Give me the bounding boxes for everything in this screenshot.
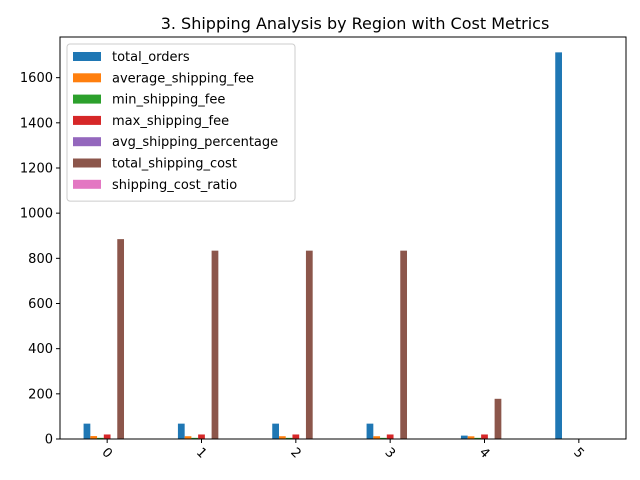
bar-total_shipping_cost-1 bbox=[211, 250, 219, 439]
plot-frame bbox=[59, 36, 627, 440]
bar-total_orders-2 bbox=[272, 423, 279, 439]
bar-total_shipping_cost-2 bbox=[305, 250, 313, 439]
y-tick-label: 1000 bbox=[20, 207, 53, 222]
bar-average_shipping_fee-4 bbox=[467, 436, 475, 439]
x-tick-label: 3 bbox=[382, 445, 398, 461]
bar-min_shipping_fee-1 bbox=[191, 437, 199, 439]
y-tick-label: 1200 bbox=[20, 161, 53, 176]
legend-swatch-max_shipping_fee bbox=[73, 115, 101, 125]
legend-swatch-min_shipping_fee bbox=[73, 94, 101, 104]
bar-average_shipping_fee-3 bbox=[373, 436, 381, 439]
bar-total_orders-1 bbox=[177, 423, 185, 439]
legend-box bbox=[66, 43, 296, 202]
bar-max_shipping_fee-0 bbox=[103, 434, 111, 439]
bar-total_orders-3 bbox=[366, 423, 374, 439]
y-tick-label: 800 bbox=[28, 252, 53, 267]
legend-swatch-shipping_cost_ratio bbox=[73, 179, 101, 189]
legend-label-shipping_cost_ratio: shipping_cost_ratio bbox=[112, 178, 237, 193]
bar-max_shipping_fee-2 bbox=[292, 434, 300, 439]
bar-min_shipping_fee-3 bbox=[380, 437, 387, 439]
bar-average_shipping_fee-0 bbox=[90, 436, 98, 439]
legend-swatch-avg_shipping_percentage bbox=[73, 137, 101, 147]
bar-total_shipping_cost-0 bbox=[117, 239, 125, 439]
bar-max_shipping_fee-4 bbox=[481, 434, 488, 439]
legend-label-max_shipping_fee: max_shipping_fee bbox=[112, 114, 229, 129]
legend-label-min_shipping_fee: min_shipping_fee bbox=[112, 93, 225, 108]
bar-average_shipping_fee-2 bbox=[278, 436, 286, 439]
bar-total_orders-5 bbox=[555, 52, 562, 440]
x-tick-label: 5 bbox=[570, 445, 586, 461]
chart-title: 3. Shipping Analysis by Region with Cost… bbox=[161, 14, 550, 33]
bar-min_shipping_fee-4 bbox=[474, 437, 482, 439]
legend-swatch-average_shipping_fee bbox=[73, 73, 101, 83]
bar-min_shipping_fee-0 bbox=[97, 437, 104, 439]
legend-label-avg_shipping_percentage: avg_shipping_percentage bbox=[112, 135, 278, 150]
bar-total_orders-4 bbox=[460, 435, 468, 439]
legend: total_orders average_shipping_fee min_ship… bbox=[66, 43, 296, 202]
bar-total_orders-0 bbox=[83, 423, 91, 439]
bar-max_shipping_fee-3 bbox=[386, 434, 394, 439]
legend-label-total_shipping_cost: total_shipping_cost bbox=[112, 157, 237, 172]
bar-average_shipping_fee-1 bbox=[184, 436, 192, 439]
y-axis: 0 200 400 600 800 1000 1200 1400 1600 bbox=[20, 71, 60, 448]
y-tick-label: 1400 bbox=[20, 116, 53, 131]
x-tick-label: 1 bbox=[193, 445, 209, 461]
y-tick-label: 200 bbox=[28, 387, 53, 402]
legend-swatch-total_orders bbox=[73, 52, 101, 61]
y-tick-label: 1600 bbox=[20, 71, 53, 86]
legend-swatch-total_shipping_cost bbox=[73, 158, 101, 168]
bar-min_shipping_fee-2 bbox=[285, 437, 293, 439]
x-tick-label: 0 bbox=[99, 445, 115, 461]
x-tick-label: 2 bbox=[287, 445, 303, 461]
legend-label-average_shipping_fee: average_shipping_fee bbox=[112, 71, 254, 86]
legend-label-total_orders: total_orders bbox=[112, 50, 190, 65]
y-tick-label: 600 bbox=[28, 297, 53, 312]
x-tick-label: 4 bbox=[476, 445, 492, 461]
bar-total_shipping_cost-4 bbox=[494, 398, 502, 439]
bar-max_shipping_fee-1 bbox=[198, 434, 205, 439]
bar-total_shipping_cost-3 bbox=[400, 250, 408, 439]
y-tick-label: 400 bbox=[28, 342, 53, 357]
x-axis: 0 1 2 3 4 5 bbox=[99, 439, 587, 462]
y-tick-label: 0 bbox=[45, 433, 53, 448]
bars-group bbox=[83, 52, 562, 440]
